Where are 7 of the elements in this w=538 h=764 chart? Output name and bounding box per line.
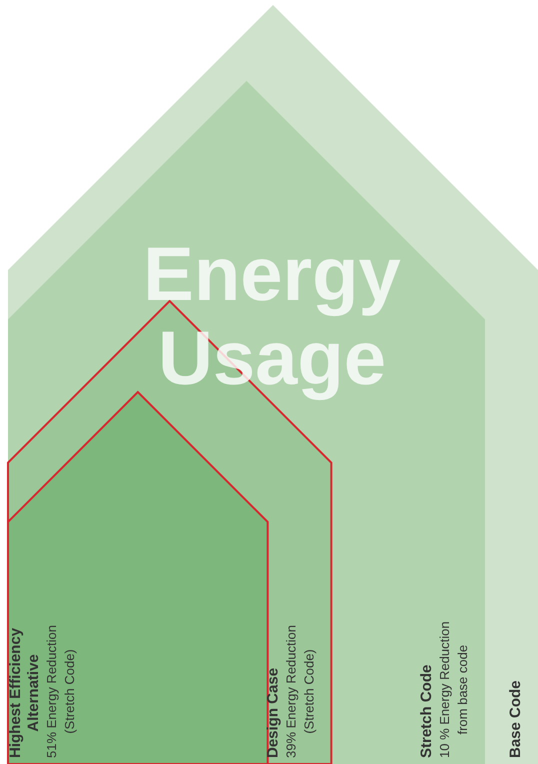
category-label: Design Case <box>264 668 282 758</box>
data-label: 51% Energy Reduction (Stretch Code) <box>44 625 77 758</box>
data-label: 39% Energy Reduction (Stretch Code) <box>283 625 316 758</box>
category-label: Base Code <box>507 680 524 758</box>
category-label: Highest Efficiency Alternative <box>7 627 42 758</box>
data-label: 10 % Energy Reduction from base code <box>437 621 470 758</box>
category-label: Stretch Code <box>418 664 435 758</box>
